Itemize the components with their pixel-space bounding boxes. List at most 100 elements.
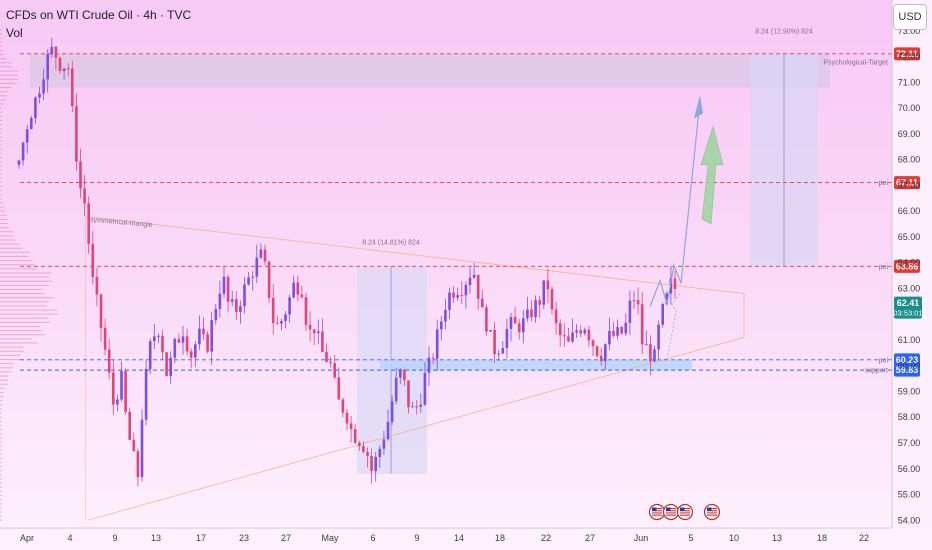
candle-body — [292, 282, 295, 298]
candle-body — [173, 338, 177, 358]
candle-body — [431, 357, 435, 359]
candle-body — [353, 429, 357, 443]
candle-body — [337, 377, 341, 400]
candle-body — [366, 451, 369, 456]
candle-body — [595, 346, 599, 356]
candle-body — [214, 308, 218, 321]
flag-stripe — [666, 514, 676, 516]
price-tick-label: 57.00 — [898, 438, 921, 448]
candle-body — [604, 344, 607, 362]
candle-body — [58, 57, 62, 71]
candle-body — [25, 129, 29, 143]
candle-body — [645, 344, 648, 346]
levels: poi poi poi support Psychological-Target symm… — [20, 28, 892, 375]
volume-profile-bar — [0, 255, 29, 258]
volume-profile-bar — [0, 433, 2, 435]
volume-profile-bar — [0, 218, 8, 220]
candle-body — [177, 338, 181, 343]
volume-profile-bar — [0, 297, 54, 299]
volume-profile-bar — [0, 103, 4, 105]
candle-body — [255, 257, 259, 277]
volume-profile-bar — [0, 466, 2, 468]
volume-profile-bar — [0, 140, 2, 142]
volume-profile-bar — [0, 387, 5, 389]
volume-profile-bar — [0, 375, 9, 377]
candle-body — [517, 323, 521, 333]
flag-stripe — [680, 510, 690, 512]
volume-profile-bar — [0, 519, 2, 521]
volume-profile-bar — [0, 37, 2, 39]
volume-profile-bar — [0, 276, 49, 278]
candle-body — [464, 284, 468, 296]
volume-profile-bar — [0, 503, 2, 505]
candle-body — [509, 317, 513, 329]
volume-profile-bar — [0, 165, 2, 167]
volume-profile-bar — [0, 293, 45, 295]
volume-profile-bar — [0, 437, 2, 439]
candle-body — [312, 329, 316, 334]
volume-profile-bar — [0, 128, 2, 130]
candle-body — [435, 329, 439, 359]
triangle-outline — [85, 215, 745, 521]
volume-profile-bar — [0, 453, 2, 455]
flag-canton — [680, 507, 685, 511]
currency-button[interactable]: USD — [893, 4, 927, 30]
candle-body — [407, 380, 410, 408]
candle-body — [194, 344, 197, 358]
flag-stripe — [707, 510, 717, 512]
candle-body — [620, 327, 623, 334]
price-tick-label: 67.00 — [898, 180, 921, 190]
price-tick-label: 63.00 — [898, 283, 921, 293]
candle-body — [239, 306, 242, 312]
candle-body — [226, 276, 230, 302]
candle-body — [481, 298, 484, 308]
projection — [649, 95, 724, 356]
candle-body — [54, 46, 58, 58]
volume-profile-bar — [0, 330, 42, 332]
volume-profile-bar — [0, 494, 2, 497]
candle-body — [546, 280, 550, 290]
candle-body — [112, 372, 115, 405]
candle-body — [489, 329, 492, 332]
flag-stripe — [680, 514, 690, 516]
volume-profile-bar — [0, 429, 2, 431]
candle-body — [271, 297, 275, 324]
triangle-label: symmetrical-triangle — [90, 217, 153, 229]
candle-body — [333, 363, 336, 378]
candle-body — [116, 399, 119, 405]
volume-profile-bar — [0, 499, 2, 501]
level-tag — [894, 259, 920, 273]
chart-title: CFDs on WTI Crude Oil · 4h · TVC — [6, 8, 192, 22]
candle-body — [124, 370, 127, 412]
volume-profile-bar — [0, 62, 12, 64]
candle-body — [181, 336, 185, 343]
volume-profile-bar — [0, 260, 33, 262]
volume-profile-bar — [0, 58, 7, 60]
time-tick-label: 22 — [859, 533, 869, 543]
volume-profile-bar — [0, 313, 59, 315]
candle-body — [169, 357, 172, 377]
psychological-target-label: Psychological-Target — [823, 59, 888, 66]
candle-body — [189, 351, 193, 358]
candle-body — [30, 118, 33, 130]
time-tick-label: 5 — [688, 533, 693, 543]
us-flag-icon — [676, 503, 694, 521]
volume-label[interactable]: Vol — [6, 26, 23, 40]
volume-profile-bar — [0, 198, 3, 200]
volume-profile-bar — [0, 243, 20, 245]
candle-body — [575, 330, 578, 333]
volume-profile-bar — [0, 268, 37, 270]
candle-body — [263, 249, 267, 262]
candle-body — [251, 276, 254, 278]
volume-profile-bar — [0, 29, 2, 31]
candle-body — [284, 314, 287, 322]
candle-body — [497, 353, 500, 355]
price-tick-label: 72.00 — [898, 52, 921, 62]
volume-profile-bar — [0, 185, 2, 187]
candle-body — [542, 280, 546, 305]
volume-profile-bar — [0, 346, 24, 348]
symmetrical-triangle — [85, 215, 745, 521]
flag-stripe — [666, 508, 676, 510]
